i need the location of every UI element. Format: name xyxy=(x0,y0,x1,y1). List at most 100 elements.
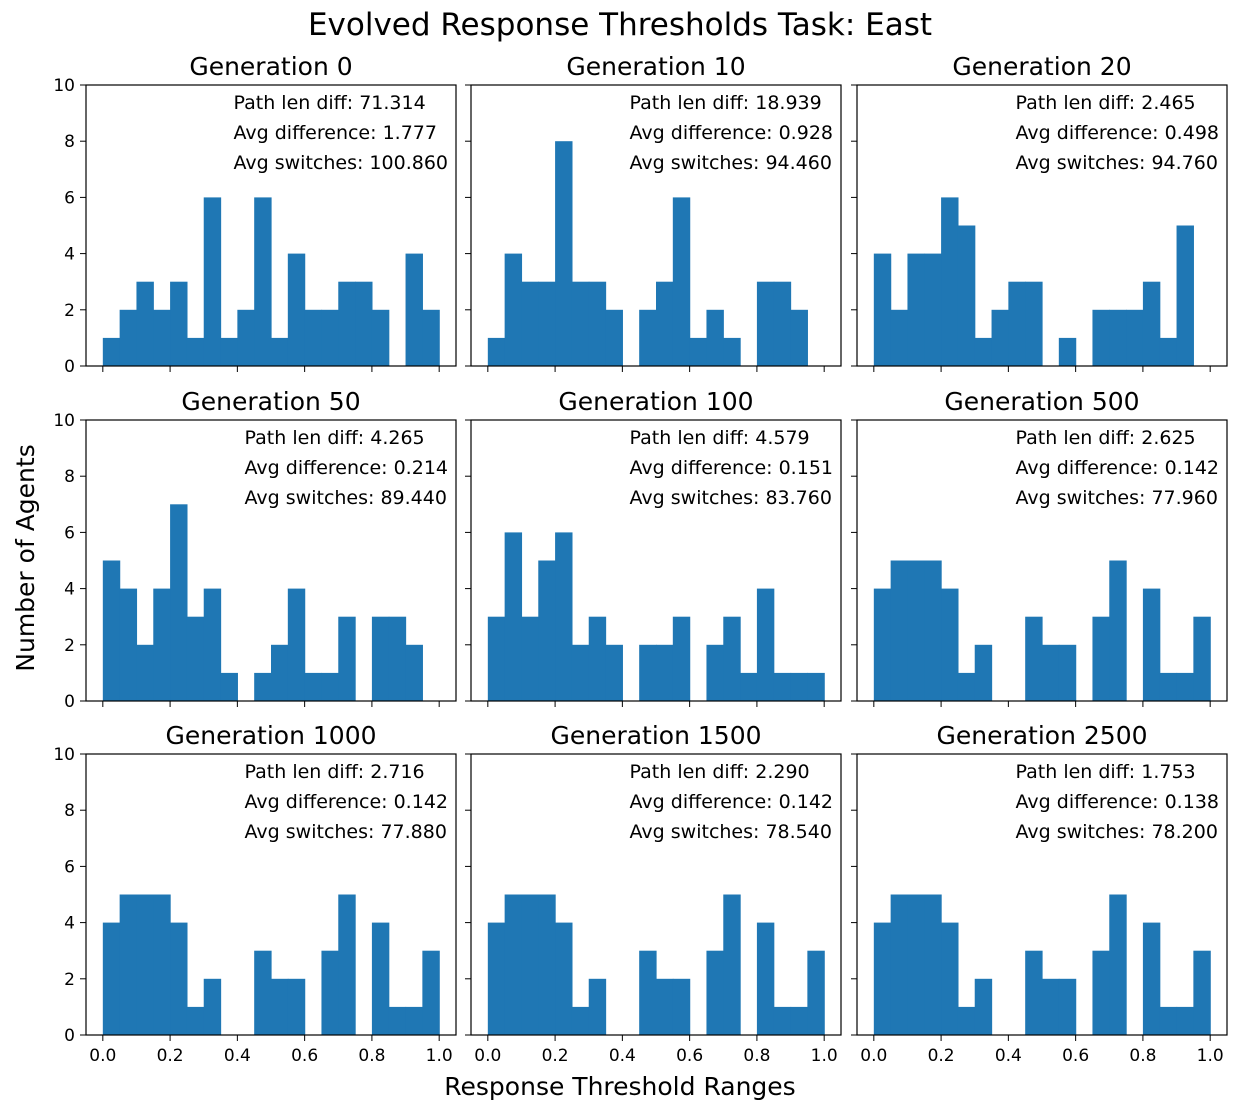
histogram-bar xyxy=(975,979,992,1035)
histogram-bar xyxy=(321,310,338,366)
figure-ylabel: Number of Agents xyxy=(11,444,40,671)
histogram-bar xyxy=(372,923,389,1035)
subplot-generation-0: 0 2 4 6 8 10 Generation 0 Path len diff: 71.314… xyxy=(53,52,456,377)
histogram-bar xyxy=(355,282,372,366)
histogram-bar xyxy=(254,673,271,701)
x-tick-label: 0.2 xyxy=(157,1046,184,1066)
subplot-title: Generation 500 xyxy=(944,387,1139,416)
histogram-bar xyxy=(891,561,908,702)
histogram-bar xyxy=(305,310,322,366)
histogram-bar xyxy=(338,895,355,1036)
histogram-bar xyxy=(907,254,924,366)
histogram-bar xyxy=(673,197,690,366)
annotation-text: Path len diff: 4.265 xyxy=(245,427,425,449)
histogram-bar xyxy=(975,338,992,366)
subplot-title: Generation 10 xyxy=(566,52,745,81)
histogram-bar xyxy=(305,673,322,701)
annotation-text: Avg switches: 94.460 xyxy=(630,152,832,174)
histogram-bar xyxy=(153,895,170,1036)
histogram-bar xyxy=(406,254,423,366)
histogram-bar xyxy=(321,673,338,701)
x-tick-label: 0.8 xyxy=(743,1046,770,1066)
histogram-bar xyxy=(521,282,538,366)
histogram-bar xyxy=(120,310,137,366)
histogram-bar xyxy=(975,645,992,701)
histogram-bar xyxy=(254,951,271,1035)
y-tick-label: 4 xyxy=(64,914,75,934)
histogram-bar xyxy=(136,282,153,366)
histogram-bar xyxy=(271,645,288,701)
x-tick-label: 0.0 xyxy=(89,1046,116,1066)
histogram-bar xyxy=(656,979,673,1035)
subplot-title: Generation 2500 xyxy=(936,721,1147,750)
histogram-bar xyxy=(874,254,891,366)
histogram-bar xyxy=(891,310,908,366)
histogram-bar xyxy=(1160,673,1177,701)
annotation-text: Path len diff: 2.716 xyxy=(245,761,425,783)
y-tick-label: 4 xyxy=(64,580,75,600)
histogram-bar xyxy=(589,282,606,366)
y-tick-label: 2 xyxy=(64,301,75,321)
histogram-bar xyxy=(521,617,538,701)
histogram-bar xyxy=(406,1007,423,1035)
histogram-bar xyxy=(221,673,238,701)
histogram-bar xyxy=(791,310,808,366)
y-tick-label: 10 xyxy=(53,76,75,96)
histogram-bar xyxy=(656,645,673,701)
histogram-bar xyxy=(958,673,975,701)
histogram-bar xyxy=(1160,1007,1177,1035)
annotation-text: Avg switches: 83.760 xyxy=(630,487,832,509)
y-tick-label: 6 xyxy=(64,188,75,208)
histogram-bar xyxy=(757,282,774,366)
histogram-bar xyxy=(706,645,723,701)
annotation-text: Avg difference: 0.142 xyxy=(245,791,448,813)
histogram-bar xyxy=(1025,951,1042,1035)
annotation-text: Avg difference: 0.928 xyxy=(630,122,833,144)
y-tick-label: 4 xyxy=(64,245,75,265)
histogram-bar xyxy=(606,645,623,701)
histogram-bar xyxy=(1143,282,1160,366)
histogram-bar xyxy=(1193,617,1210,701)
histogram-bar xyxy=(639,951,656,1035)
histogram-bar xyxy=(338,282,355,366)
annotation-text: Path len diff: 2.465 xyxy=(1016,92,1196,114)
histogram-bar xyxy=(774,282,791,366)
histogram-bar xyxy=(120,895,137,1036)
subplot-title: Generation 100 xyxy=(558,387,753,416)
histogram-bar xyxy=(1193,951,1210,1035)
histogram-bar xyxy=(589,617,606,701)
x-tick-label: 0.0 xyxy=(474,1046,501,1066)
histogram-bar xyxy=(941,589,958,701)
histogram-bar xyxy=(891,895,908,1036)
subplot-generation-2500: 0.0 0.2 0.4 0.6 0.8 1.0Generation 2500Path le… xyxy=(851,721,1227,1066)
histogram-bar xyxy=(505,254,522,366)
y-tick-label: 2 xyxy=(64,636,75,656)
histogram-bar xyxy=(1109,895,1126,1036)
subplot-title: Generation 20 xyxy=(952,52,1131,81)
histogram-bar xyxy=(204,979,221,1035)
x-tick-label: 0.6 xyxy=(676,1046,703,1066)
histogram-bar xyxy=(673,979,690,1035)
x-tick-label: 1.0 xyxy=(1197,1046,1224,1066)
histogram-bar xyxy=(103,338,120,366)
histogram-bar xyxy=(271,979,288,1035)
annotation-text: Avg difference: 0.214 xyxy=(245,457,448,479)
subplot-generation-50: 0 2 4 6 8 10 Generation 50 Path len diff: 4.265… xyxy=(53,387,456,712)
histogram-bar xyxy=(958,1007,975,1035)
x-tick-label: 0.8 xyxy=(1129,1046,1156,1066)
histogram-bar xyxy=(505,532,522,701)
histogram-bar xyxy=(187,1007,204,1035)
histogram-bar xyxy=(136,645,153,701)
histogram-bar xyxy=(924,561,941,702)
histogram-bar xyxy=(639,310,656,366)
histogram-bar xyxy=(1143,923,1160,1035)
histogram-bar xyxy=(488,617,505,701)
y-tick-label: 0 xyxy=(64,1026,75,1046)
x-tick-label: 1.0 xyxy=(426,1046,453,1066)
histogram-bar xyxy=(372,310,389,366)
histogram-bar xyxy=(1008,282,1025,366)
histogram-bar xyxy=(1059,338,1076,366)
histogram-bar xyxy=(690,338,707,366)
histogram-bar xyxy=(288,254,305,366)
